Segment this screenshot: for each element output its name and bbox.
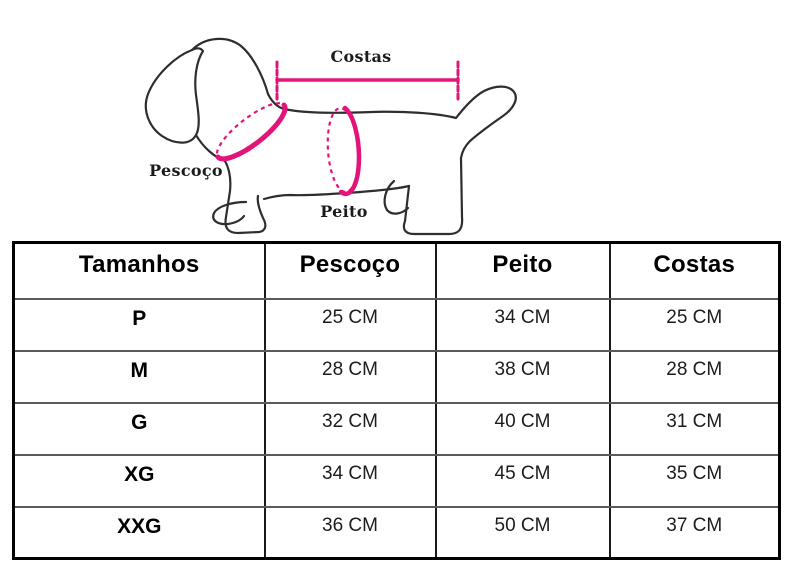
table-row: M 28 CM 38 CM 28 CM bbox=[12, 349, 781, 404]
dog-front-leg bbox=[194, 133, 267, 235]
dog-hidden-rear-paw bbox=[383, 179, 410, 215]
chest-measure-ellipse bbox=[326, 105, 362, 197]
back-measure-line bbox=[275, 60, 460, 101]
header-peito: Peito bbox=[434, 241, 611, 300]
chest-value: 50 CM bbox=[434, 505, 611, 560]
table-row: XG 34 CM 45 CM 35 CM bbox=[12, 453, 781, 508]
chest-value: 38 CM bbox=[434, 349, 611, 404]
back-value: 35 CM bbox=[608, 453, 781, 508]
size-label: M bbox=[12, 349, 266, 404]
header-costas: Costas bbox=[608, 241, 781, 300]
size-label: P bbox=[12, 297, 266, 352]
chest-ellipse-solid-arc bbox=[338, 105, 362, 197]
table-row: G 32 CM 40 CM 31 CM bbox=[12, 401, 781, 456]
neck-ellipse-dashed bbox=[215, 102, 287, 160]
dog-outline bbox=[144, 37, 517, 236]
back-value: 31 CM bbox=[608, 401, 781, 456]
table-row: P 25 CM 34 CM 25 CM bbox=[12, 297, 781, 352]
chest-value: 45 CM bbox=[434, 453, 611, 508]
neck-value: 34 CM bbox=[263, 453, 437, 508]
neck-measure-ellipse bbox=[215, 102, 288, 162]
chest-value: 34 CM bbox=[434, 297, 611, 352]
neck-value: 25 CM bbox=[263, 297, 437, 352]
chest-value: 40 CM bbox=[434, 401, 611, 456]
table-header-row: Tamanhos Pescoço Peito Costas bbox=[12, 241, 781, 300]
dog-back-tail-rear-leg bbox=[266, 85, 517, 236]
costas-label: Costas bbox=[330, 47, 392, 66]
dog-illustration bbox=[144, 37, 517, 236]
dog-head bbox=[190, 37, 270, 96]
header-tamanhos: Tamanhos bbox=[12, 241, 266, 300]
header-pescoco: Pescoço bbox=[263, 241, 437, 300]
size-table: Tamanhos Pescoço Peito Costas P 25 CM 34… bbox=[12, 241, 781, 560]
dog-measurement-diagram: Costas Pescoço Peito bbox=[0, 0, 800, 241]
size-label: XXG bbox=[12, 505, 266, 560]
neck-value: 32 CM bbox=[263, 401, 437, 456]
pescoco-label: Pescoço bbox=[149, 161, 223, 180]
neck-value: 36 CM bbox=[263, 505, 437, 560]
size-label: XG bbox=[12, 453, 266, 508]
dog-hidden-front-paw bbox=[212, 200, 248, 226]
size-label: G bbox=[12, 401, 266, 456]
neck-ellipse-solid-arc bbox=[215, 102, 288, 162]
peito-label: Peito bbox=[320, 202, 368, 221]
dog-belly-line bbox=[262, 184, 411, 201]
neck-value: 28 CM bbox=[263, 349, 437, 404]
back-value: 28 CM bbox=[608, 349, 781, 404]
table-row: XXG 36 CM 50 CM 37 CM bbox=[12, 505, 781, 560]
back-value: 25 CM bbox=[608, 297, 781, 352]
dog-ear bbox=[144, 47, 205, 144]
back-value: 37 CM bbox=[608, 505, 781, 560]
